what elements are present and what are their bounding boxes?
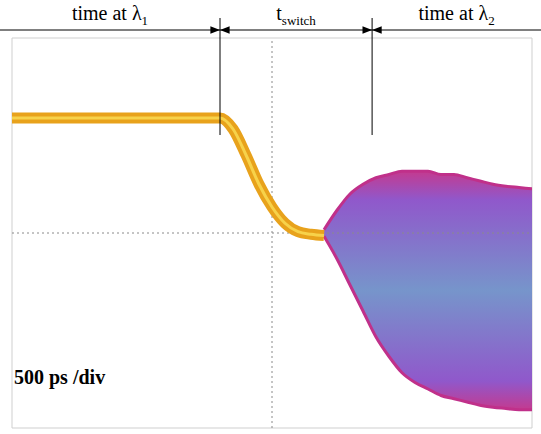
svg-text:tswitch: tswitch [276, 2, 316, 28]
svg-text:time at λ1: time at λ1 [72, 2, 148, 28]
svg-text:time at λ2: time at λ2 [418, 2, 494, 28]
svg-text:500 ps /div: 500 ps /div [14, 366, 105, 389]
